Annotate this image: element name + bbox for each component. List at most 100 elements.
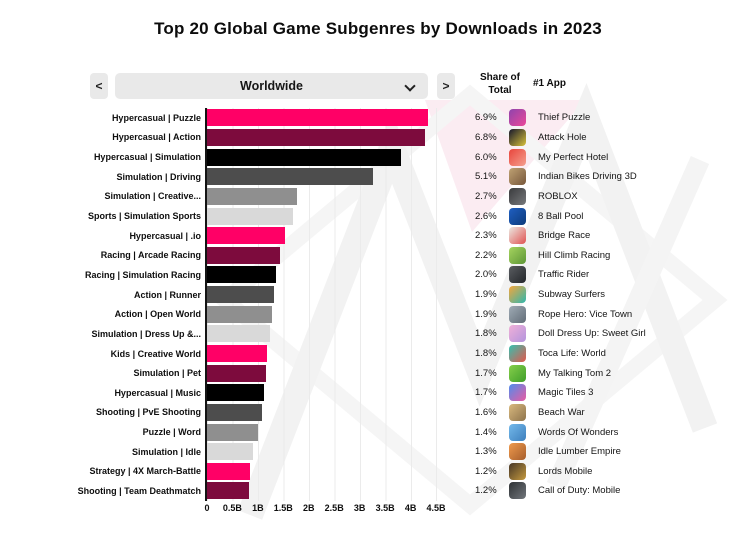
share-value: 1.8% [475,328,497,340]
subgenre-label: Simulation | Creative... [104,191,201,202]
share-value: 2.6% [475,210,497,222]
app-name: Idle Lumber Empire [538,446,621,458]
bar-track [205,363,449,383]
subgenre-label: Action | Open World [114,309,201,320]
bar [207,364,266,382]
x-axis-tick-label: 4B [404,503,417,513]
app-name: Words Of Wonders [538,426,619,438]
subgenre-label: Action | Runner [133,289,201,300]
app-name: Rope Hero: Vice Town [538,308,633,320]
chart-row: Strategy | 4X March-Battle 1.2% Lords Mo… [0,461,756,482]
chart-row: Hypercasual | Puzzle 6.9% Thief Puzzle [0,108,756,128]
chart-row: Simulation | Driving 5.1% Indian Bikes D… [0,166,756,187]
chevron-down-icon [404,80,416,92]
chart-row: Action | Open World 1.9% Rope Hero: Vice… [0,304,756,325]
share-value: 1.3% [475,446,497,458]
doll-dress-up-app-icon [509,325,526,343]
x-axis-tick-label: 1.5B [273,503,293,513]
bar [207,148,402,166]
chart-row: Shooting | Team Deathmatch 1.2% Call of … [0,481,756,501]
bar-track [205,108,449,128]
share-value: 2.7% [475,190,497,202]
my-talking-tom-2-app-icon [509,364,526,382]
next-region-button[interactable]: > [437,73,455,99]
region-dropdown[interactable]: Worldwide [115,73,428,99]
hill-climb-racing-app-icon [509,246,526,264]
share-value: 6.9% [475,112,497,124]
bar [207,384,264,402]
subgenre-label: Simulation | Pet [133,368,201,379]
bar-track [205,245,449,266]
chevron-right-icon: > [442,79,450,93]
bar [207,423,258,441]
app-name: Traffic Rider [538,269,590,281]
bar-track [205,127,449,148]
app-name: Call of Duty: Mobile [538,485,621,497]
page-title: Top 20 Global Game Subgenres by Download… [154,19,602,38]
share-value: 5.1% [475,171,497,183]
subgenre-label: Simulation | Dress Up &... [91,328,201,339]
bar [207,443,253,461]
bar-track [205,265,449,285]
subway-surfers-app-icon [509,286,526,304]
x-axis-tick-label: 0 [204,503,210,513]
subgenre-label: Kids | Creative World [110,348,201,359]
bar-track [205,324,449,344]
app-name: Indian Bikes Driving 3D [538,171,637,183]
subgenre-label: Strategy | 4X March-Battle [89,466,201,477]
region-controls: < Worldwide > [0,73,756,99]
chevron-left-icon: < [95,79,103,93]
bar [207,266,276,284]
bar-track [205,422,449,442]
bar-track [205,225,449,246]
x-axis-tick-label: 1B [252,503,264,513]
bar [207,403,262,421]
app-name: Magic Tiles 3 [538,387,594,399]
app-name: My Perfect Hotel [538,151,609,163]
indian-bikes-driving-app-icon [509,168,526,186]
x-axis-tick-label: 3.5B [375,503,395,513]
share-value: 2.0% [475,269,497,281]
rope-hero-app-icon [509,305,526,323]
x-axis-tick-label: 0.5B [222,503,242,513]
app-name: Beach War [538,406,585,418]
8-ball-pool-app-icon [509,207,526,225]
chart-row: Simulation | Creative... 2.7% ROBLOX [0,186,756,207]
bar-track [205,343,449,364]
bar [207,462,250,480]
app-name: Hill Climb Racing [538,249,611,261]
subgenre-label: Racing | Simulation Racing [84,269,201,280]
x-axis-tick-label: 2B [303,503,315,513]
bar [207,128,425,146]
bar-track [205,284,449,305]
number-one-app-column-header: #1 App [533,78,566,89]
app-name: Doll Dress Up: Sweet Girl [538,328,646,340]
bar-track [205,402,449,423]
words-of-wonders-app-icon [509,423,526,441]
share-value: 1.9% [475,308,497,320]
beach-war-app-icon [509,403,526,421]
chart-row: Hypercasual | Simulation 6.0% My Perfect… [0,147,756,167]
app-name: 8 Ball Pool [538,210,584,222]
chart-row: Hypercasual | .io 2.3% Bridge Race [0,225,756,246]
subgenre-label: Sports | Simulation Sports [87,211,201,222]
subgenre-label: Hypercasual | Music [114,387,201,398]
share-value: 1.6% [475,406,497,418]
x-axis-tick-label: 3B [353,503,366,513]
share-value: 1.4% [475,426,497,438]
bar [207,207,293,225]
share-value: 6.8% [475,131,497,143]
x-axis-tick-label: 2.5B [324,503,344,513]
previous-region-button[interactable]: < [90,73,108,99]
chart-row: Racing | Simulation Racing 2.0% Traffic … [0,265,756,285]
toca-life-world-app-icon [509,345,526,362]
thief-puzzle-app-icon [509,109,526,127]
chart-row: Simulation | Pet 1.7% My Talking Tom 2 [0,363,756,383]
chart-row: Simulation | Dress Up &... 1.8% Doll Dre… [0,324,756,344]
bar-track [205,441,449,462]
subgenre-label: Shooting | Team Deathmatch [77,485,201,496]
bar [207,482,249,500]
x-axis: 0 0.5B 1B 1.5B 2B 2.5B 3B 3.5B 4B 4.5B [204,503,449,517]
subgenre-label: Shooting | PvE Shooting [95,407,201,418]
bar [207,109,429,127]
